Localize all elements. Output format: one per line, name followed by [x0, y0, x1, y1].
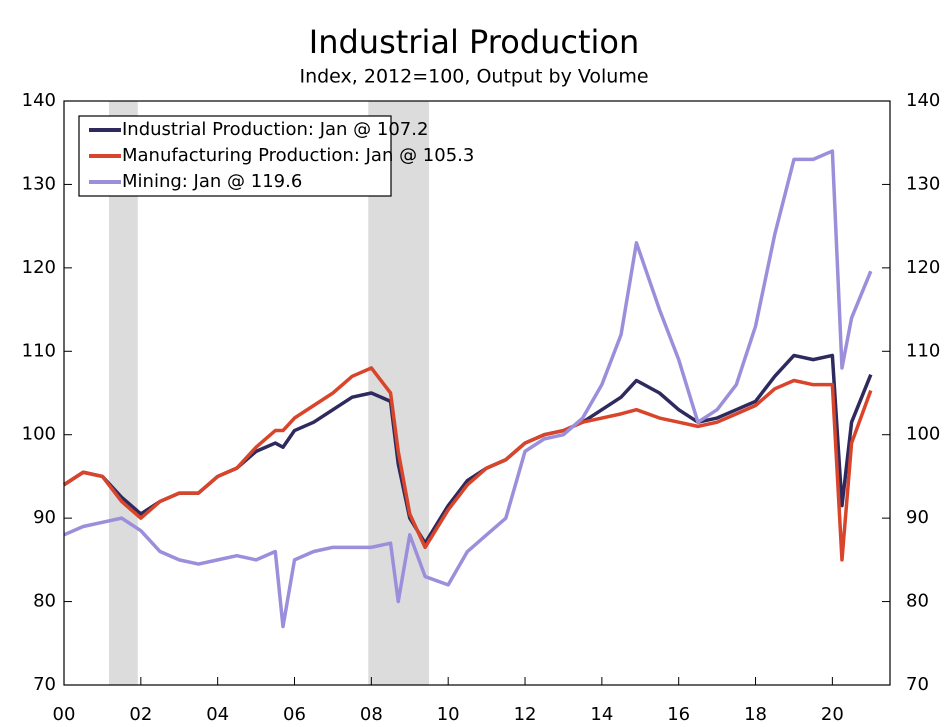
x-tick-label: 18 [744, 704, 767, 725]
x-tick-label: 04 [206, 704, 229, 725]
legend-label: Industrial Production: Jan @ 107.2 [122, 119, 428, 140]
y2-tick-label: 80 [906, 591, 929, 612]
y2-tick-label: 140 [906, 90, 940, 111]
y2-tick-label: 130 [906, 173, 940, 194]
y-tick-label: 120 [22, 257, 56, 278]
y-tick-label: 100 [22, 424, 56, 445]
y2-tick-label: 110 [906, 340, 940, 361]
chart-title: Industrial Production [309, 23, 640, 61]
plot-frame [63, 100, 891, 686]
x-tick-label: 20 [821, 704, 844, 725]
series-line [63, 149, 873, 629]
chart-subtitle: Index, 2012=100, Output by Volume [299, 66, 648, 88]
x-tick-label: 06 [283, 704, 306, 725]
x-tick-label: 14 [590, 704, 613, 725]
legend-box [78, 115, 392, 197]
series-line [63, 353, 873, 545]
legend-label: Manufacturing Production: Jan @ 105.3 [122, 145, 474, 166]
y-tick-label: 80 [33, 591, 56, 612]
x-tick-label: 10 [437, 704, 460, 725]
y-tick-label: 70 [33, 674, 56, 695]
x-tick-label: 12 [514, 704, 537, 725]
x-tick-label: 00 [53, 704, 76, 725]
y2-tick-label: 100 [906, 424, 940, 445]
y-tick-label: 90 [33, 507, 56, 528]
series-line [63, 366, 873, 562]
y-tick-label: 110 [22, 340, 56, 361]
x-tick-label: 16 [667, 704, 690, 725]
x-tick-label: 08 [360, 704, 383, 725]
y-tick-label: 130 [22, 173, 56, 194]
recession-band [108, 101, 138, 685]
x-tick-label: 02 [129, 704, 152, 725]
y-tick-label: 140 [22, 90, 56, 111]
y2-tick-label: 70 [906, 674, 929, 695]
recession-band [368, 101, 429, 685]
y2-tick-label: 90 [906, 507, 929, 528]
legend-label: Mining: Jan @ 119.6 [122, 171, 302, 192]
y2-tick-label: 120 [906, 257, 940, 278]
